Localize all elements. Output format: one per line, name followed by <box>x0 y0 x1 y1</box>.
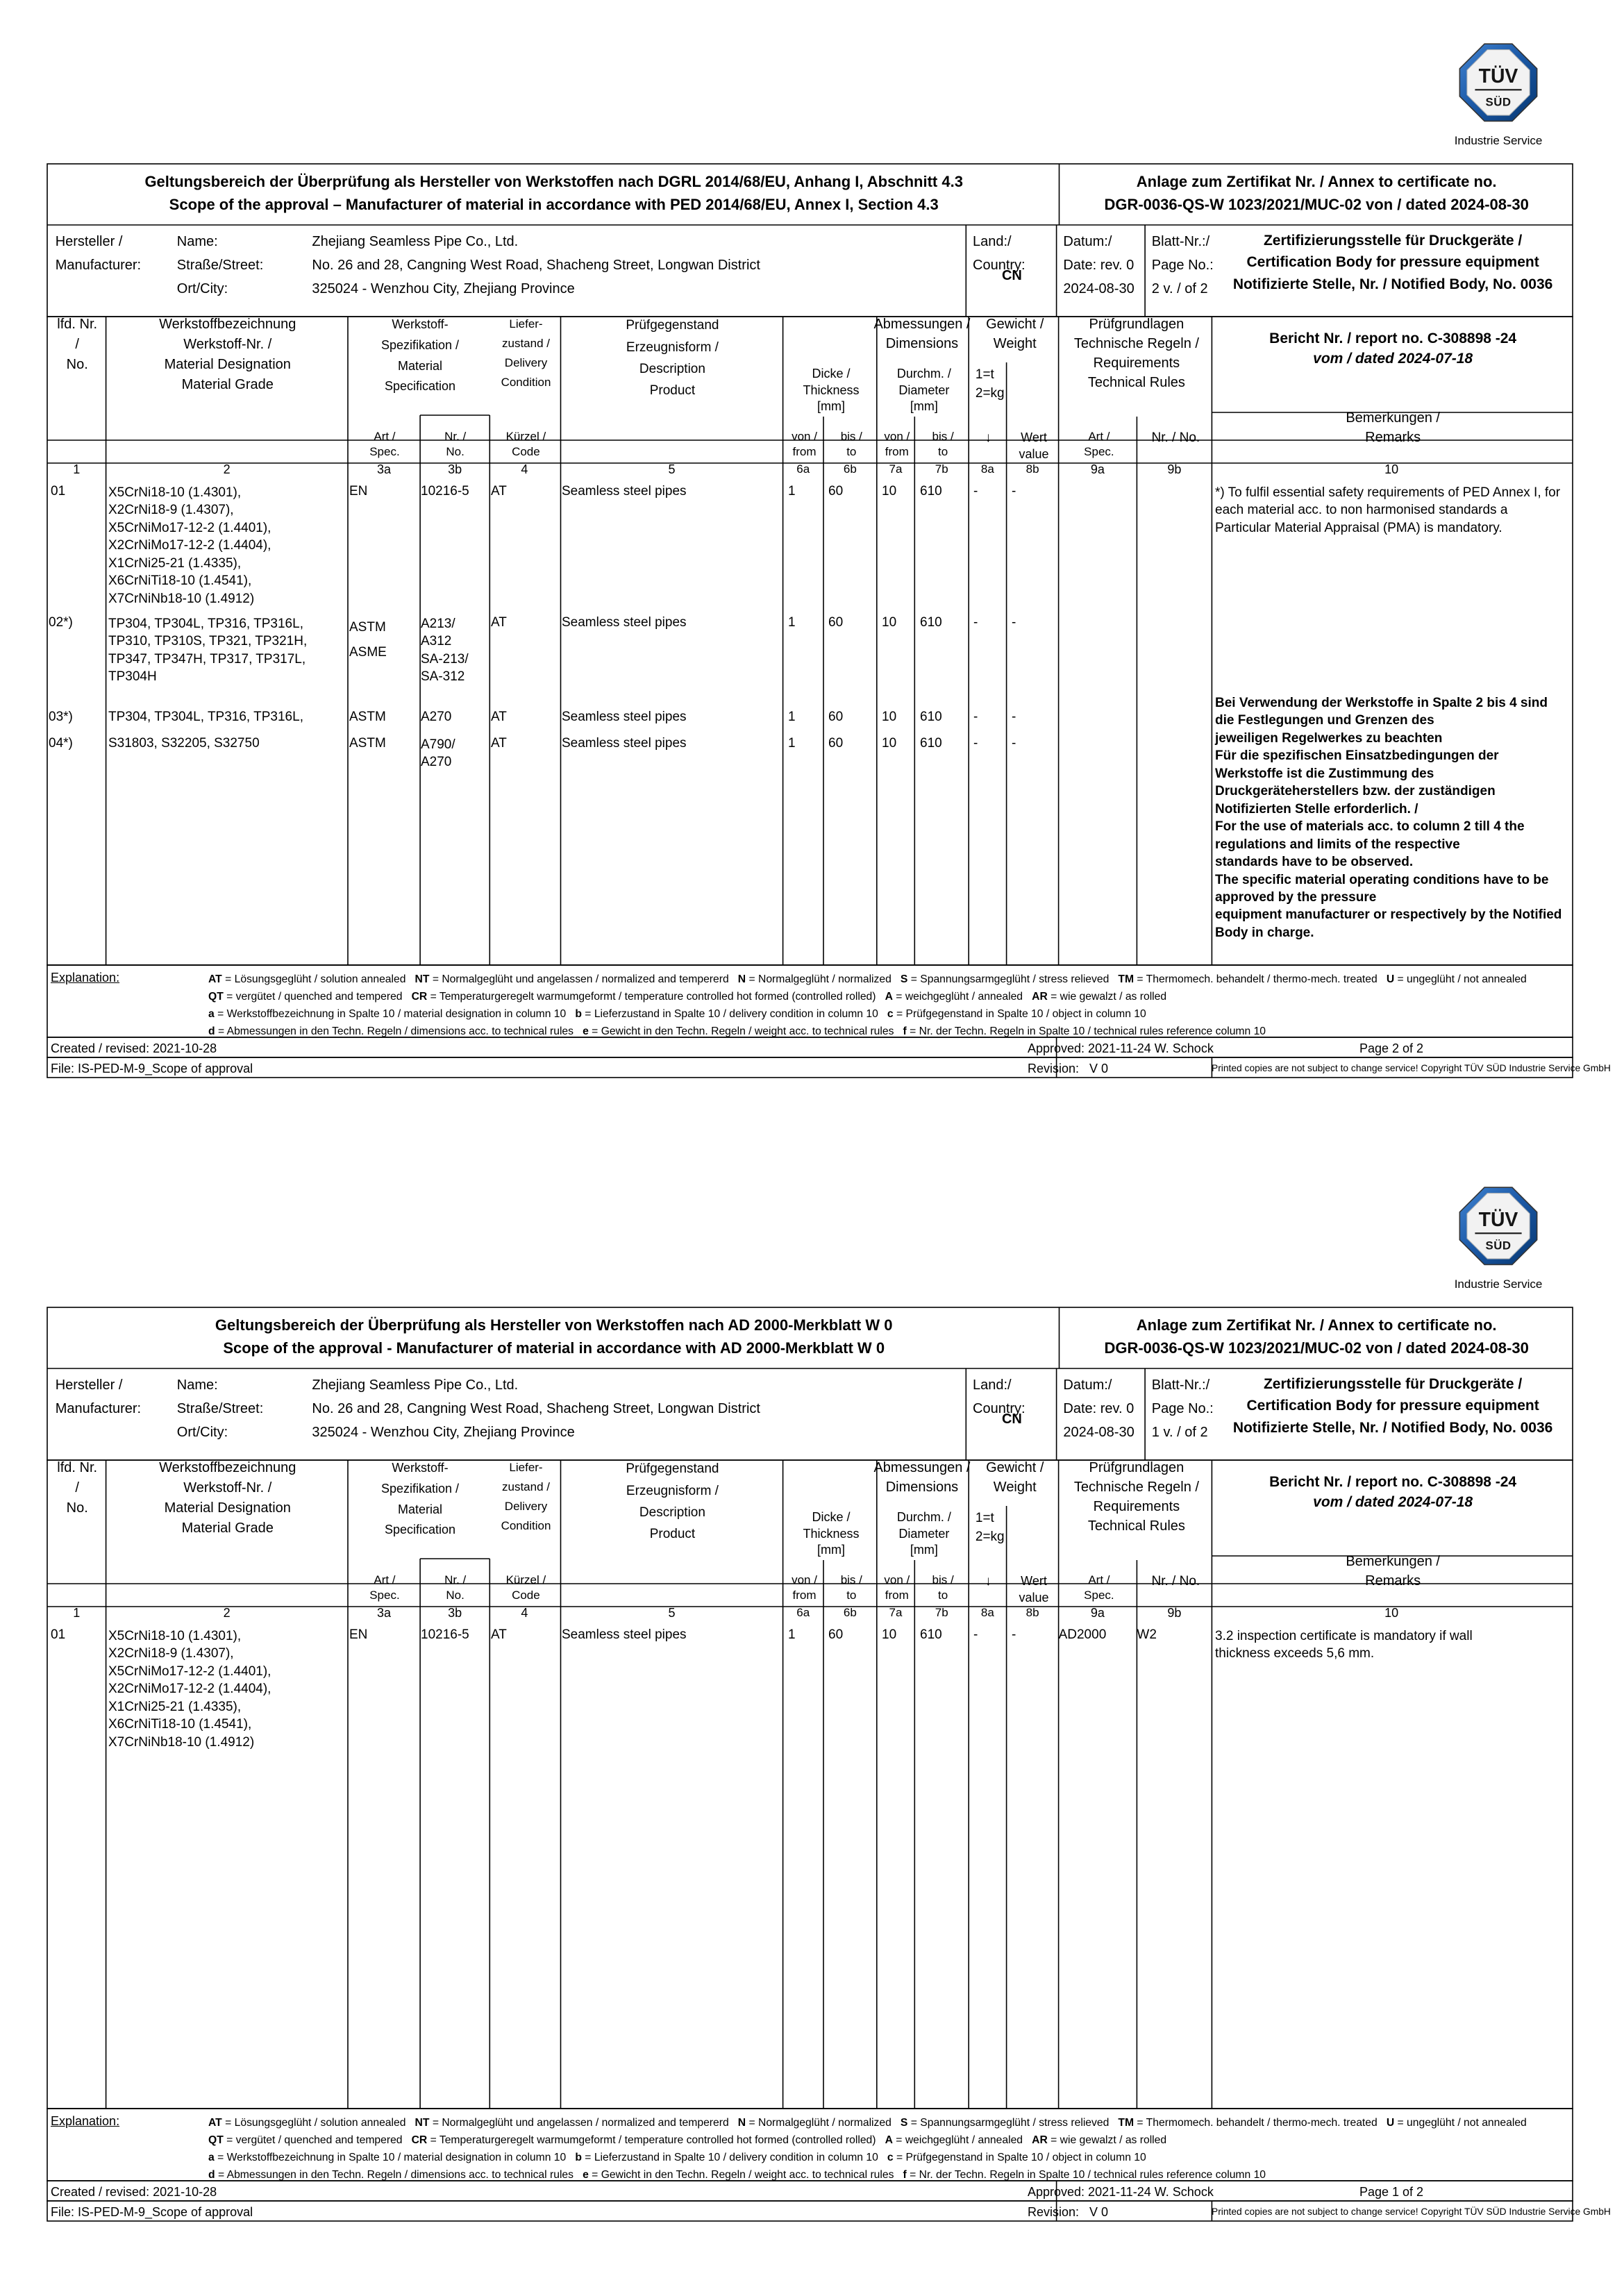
svg-text:TÜV: TÜV <box>1479 65 1518 87</box>
svg-text:SÜD: SÜD <box>1485 95 1511 108</box>
svg-text:SÜD: SÜD <box>1485 1239 1511 1252</box>
svg-text:TÜV: TÜV <box>1479 1209 1518 1231</box>
